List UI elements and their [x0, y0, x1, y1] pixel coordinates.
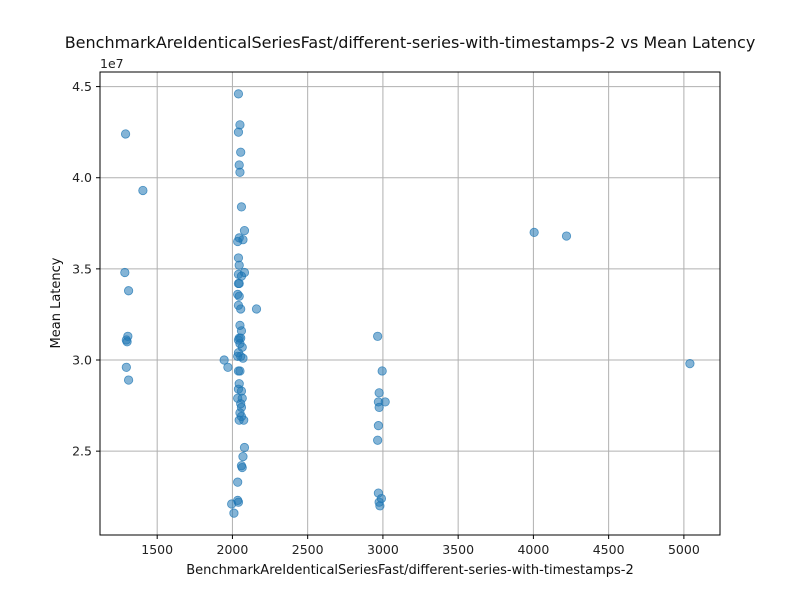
y-tick-label: 4.0 — [72, 170, 92, 185]
data-point — [233, 89, 244, 99]
y-tick-label: 4.5 — [72, 79, 92, 94]
x-axis-label: BenchmarkAreIdenticalSeriesFast/differen… — [186, 563, 633, 578]
data-point — [373, 435, 383, 445]
data-point — [373, 331, 383, 341]
data-point — [120, 129, 131, 139]
x-tick-label: 2500 — [292, 542, 324, 557]
x-tick-label: 4000 — [517, 542, 549, 557]
data-point — [233, 477, 243, 487]
data-point — [239, 442, 250, 453]
data-point — [235, 366, 245, 376]
data-point — [373, 421, 383, 431]
data-point — [122, 337, 132, 347]
chart-title: BenchmarkAreIdenticalSeriesFast/differen… — [65, 33, 756, 52]
data-point — [236, 304, 246, 314]
axis-ticks: 1500 2000 2500 3000 3500 4000 4500 5000 2.5 3.0 3.… — [72, 79, 700, 557]
data-point — [123, 286, 134, 296]
x-tick-label: 2000 — [217, 542, 249, 557]
x-tick-label: 4500 — [593, 542, 625, 557]
data-point — [223, 362, 233, 372]
data-point — [219, 355, 229, 365]
data-point — [233, 236, 243, 247]
data-point — [120, 267, 130, 278]
data-point — [123, 375, 134, 385]
data-point — [375, 501, 385, 511]
data-point — [237, 462, 247, 473]
grid — [100, 72, 720, 535]
data-point — [227, 499, 237, 509]
y-tick-label: 3.5 — [72, 261, 92, 276]
data-point — [239, 225, 250, 236]
data-point — [251, 304, 262, 314]
data-point — [236, 202, 247, 212]
data-point — [234, 278, 244, 289]
data-point — [377, 366, 387, 376]
data-point — [233, 127, 244, 137]
y-axis-label: Mean Latency — [49, 257, 64, 348]
data-point — [138, 185, 148, 196]
data-point — [229, 508, 239, 518]
data-point — [374, 402, 384, 413]
data-point — [235, 167, 245, 177]
y-axis-offset-label: 1e7 — [100, 56, 124, 71]
data-point — [234, 260, 244, 270]
data-point — [685, 359, 695, 369]
data-point — [121, 362, 131, 372]
x-tick-label: 3000 — [367, 542, 399, 557]
plot-area-frame — [99, 71, 721, 536]
data-point — [380, 397, 390, 407]
x-tick-label: 5000 — [668, 542, 700, 557]
x-tick-label: 3500 — [442, 542, 474, 557]
data-point — [561, 231, 572, 241]
data-point — [529, 227, 539, 238]
data-point — [238, 353, 248, 363]
y-tick-label: 3.0 — [72, 353, 92, 368]
x-tick-label: 1500 — [141, 542, 173, 557]
data-point — [234, 291, 244, 301]
data-point — [239, 415, 249, 425]
data-point — [374, 388, 384, 398]
data-point — [236, 147, 246, 157]
data-points — [120, 89, 695, 518]
data-point — [238, 452, 248, 462]
y-tick-label: 2.5 — [72, 444, 92, 459]
